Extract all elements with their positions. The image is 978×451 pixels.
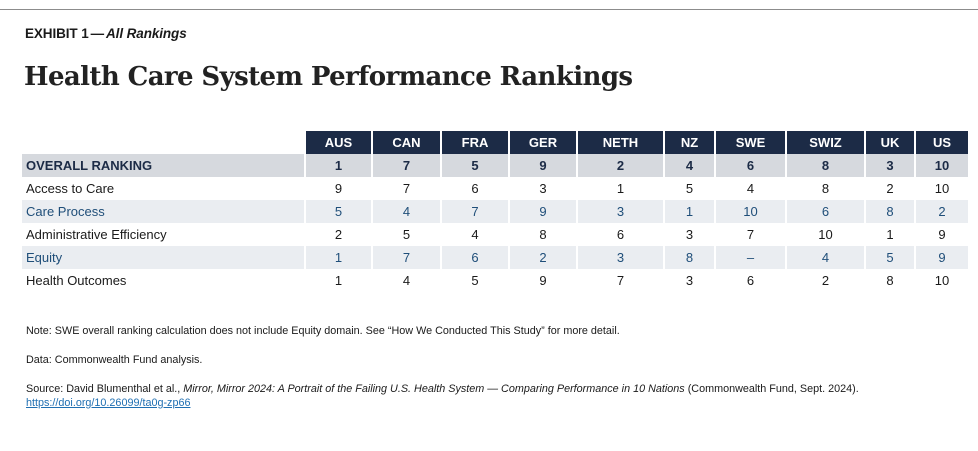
- source-prefix: Source: David Blumenthal et al.,: [26, 383, 184, 395]
- rank-cell: 5: [663, 177, 715, 200]
- rank-cell: –: [714, 246, 786, 269]
- rank-cell: 5: [864, 246, 915, 269]
- rank-cell: 7: [440, 200, 509, 223]
- table-row: Access to Care 9 7 6 3 1 5 4 8 2 10: [22, 177, 968, 200]
- rank-cell: 10: [914, 269, 968, 292]
- rank-cell: 5: [371, 223, 441, 246]
- table-row: Care Process 5 4 7 9 3 1 10 6 8 2: [22, 200, 968, 223]
- rank-cell: 3: [508, 177, 577, 200]
- rank-cell: 8: [785, 154, 865, 177]
- rank-cell: 2: [785, 269, 865, 292]
- rank-cell: 6: [714, 269, 786, 292]
- rank-cell: 4: [440, 223, 509, 246]
- rank-cell: 5: [440, 269, 509, 292]
- rankings-table: AUS CAN FRA GER NETH NZ SWE SWIZ UK US O…: [22, 131, 968, 292]
- rank-cell: 9: [508, 200, 577, 223]
- rank-cell: 8: [864, 269, 915, 292]
- exhibit-subtitle: All Rankings: [106, 26, 187, 41]
- rank-cell: 8: [785, 177, 865, 200]
- rank-cell: 8: [508, 223, 577, 246]
- rank-cell: 1: [304, 269, 372, 292]
- top-rule: [0, 9, 978, 10]
- rank-cell: 3: [576, 246, 664, 269]
- table-row: Administrative Efficiency 2 5 4 8 6 3 7 10 1 9: [22, 223, 968, 246]
- rank-cell: 4: [785, 246, 865, 269]
- row-label: Care Process: [22, 200, 305, 223]
- rank-cell: 10: [914, 177, 968, 200]
- rank-cell: 3: [864, 154, 915, 177]
- exhibit-dash: —: [90, 26, 105, 41]
- rank-cell: 3: [663, 269, 715, 292]
- rank-cell: 10: [714, 200, 786, 223]
- rank-cell: 7: [371, 154, 441, 177]
- col-header-nz: NZ: [663, 131, 715, 154]
- rank-cell: 7: [371, 177, 441, 200]
- header-row: AUS CAN FRA GER NETH NZ SWE SWIZ UK US: [22, 131, 968, 154]
- rank-cell: 2: [864, 177, 915, 200]
- col-header-swe: SWE: [714, 131, 786, 154]
- rank-cell: 4: [663, 154, 715, 177]
- rank-cell: 8: [663, 246, 715, 269]
- row-label: Health Outcomes: [22, 269, 305, 292]
- rank-cell: 8: [864, 200, 915, 223]
- rank-cell: 1: [864, 223, 915, 246]
- col-header-aus: AUS: [304, 131, 372, 154]
- rank-cell: 7: [576, 269, 664, 292]
- col-header-ger: GER: [508, 131, 577, 154]
- rank-cell: 4: [714, 177, 786, 200]
- row-label: Administrative Efficiency: [22, 223, 305, 246]
- source-title: Mirror, Mirror 2024: A Portrait of the F…: [183, 383, 685, 395]
- rank-cell: 9: [914, 223, 968, 246]
- rank-cell: 1: [576, 177, 664, 200]
- rank-cell: 7: [714, 223, 786, 246]
- rank-cell: 9: [508, 269, 577, 292]
- overall-ranking-row: OVERALL RANKING 1 7 5 9 2 4 6 8 3 10: [22, 154, 968, 177]
- rank-cell: 5: [304, 200, 372, 223]
- rank-cell: 6: [714, 154, 786, 177]
- row-label: OVERALL RANKING: [22, 154, 305, 177]
- footnote-note: Note: SWE overall ranking calculation do…: [26, 325, 620, 337]
- rank-cell: 6: [440, 177, 509, 200]
- table-row: Health Outcomes 1 4 5 9 7 3 6 2 8 10: [22, 269, 968, 292]
- rank-cell: 3: [576, 200, 664, 223]
- table-body: OVERALL RANKING 1 7 5 9 2 4 6 8 3 10 Access to Care…: [22, 154, 968, 292]
- rank-cell: 10: [914, 154, 968, 177]
- table-row: Equity 1 7 6 2 3 8–4 5 9: [22, 246, 968, 269]
- col-header-uk: UK: [864, 131, 915, 154]
- page-title: Health Care System Performance Rankings: [24, 62, 633, 92]
- source-suffix: (Commonwealth Fund, Sept. 2024).: [684, 383, 859, 395]
- rank-cell: 4: [371, 269, 441, 292]
- col-header-swiz: SWIZ: [785, 131, 865, 154]
- rank-cell: 6: [440, 246, 509, 269]
- rank-cell: 4: [371, 200, 441, 223]
- rank-cell: 2: [914, 200, 968, 223]
- rank-cell: 9: [304, 177, 372, 200]
- rank-cell: 2: [304, 223, 372, 246]
- rank-cell: 1: [304, 246, 372, 269]
- col-header-us: US: [914, 131, 968, 154]
- col-header-neth: NETH: [576, 131, 664, 154]
- row-label: Access to Care: [22, 177, 305, 200]
- col-header-fra: FRA: [440, 131, 509, 154]
- rank-cell: 3: [663, 223, 715, 246]
- exhibit-number: EXHIBIT 1: [25, 26, 89, 41]
- rank-cell: 1: [304, 154, 372, 177]
- rank-cell: 9: [508, 154, 577, 177]
- header-corner: [22, 131, 305, 154]
- rank-cell: 7: [371, 246, 441, 269]
- col-header-can: CAN: [371, 131, 441, 154]
- exhibit-label: EXHIBIT 1— All Rankings: [25, 26, 187, 41]
- rank-cell: 10: [785, 223, 865, 246]
- rank-cell: 6: [785, 200, 865, 223]
- rank-cell: 5: [440, 154, 509, 177]
- rank-cell: 1: [663, 200, 715, 223]
- rank-cell: 9: [914, 246, 968, 269]
- footnote-data: Data: Commonwealth Fund analysis.: [26, 354, 203, 366]
- rank-cell: 2: [576, 154, 664, 177]
- row-label: Equity: [22, 246, 305, 269]
- rank-cell: 6: [576, 223, 664, 246]
- rank-cell: 2: [508, 246, 577, 269]
- footnote-source: Source: David Blumenthal et al., Mirror,…: [26, 383, 859, 395]
- doi-link[interactable]: https://doi.org/10.26099/ta0g-zp66: [26, 397, 191, 409]
